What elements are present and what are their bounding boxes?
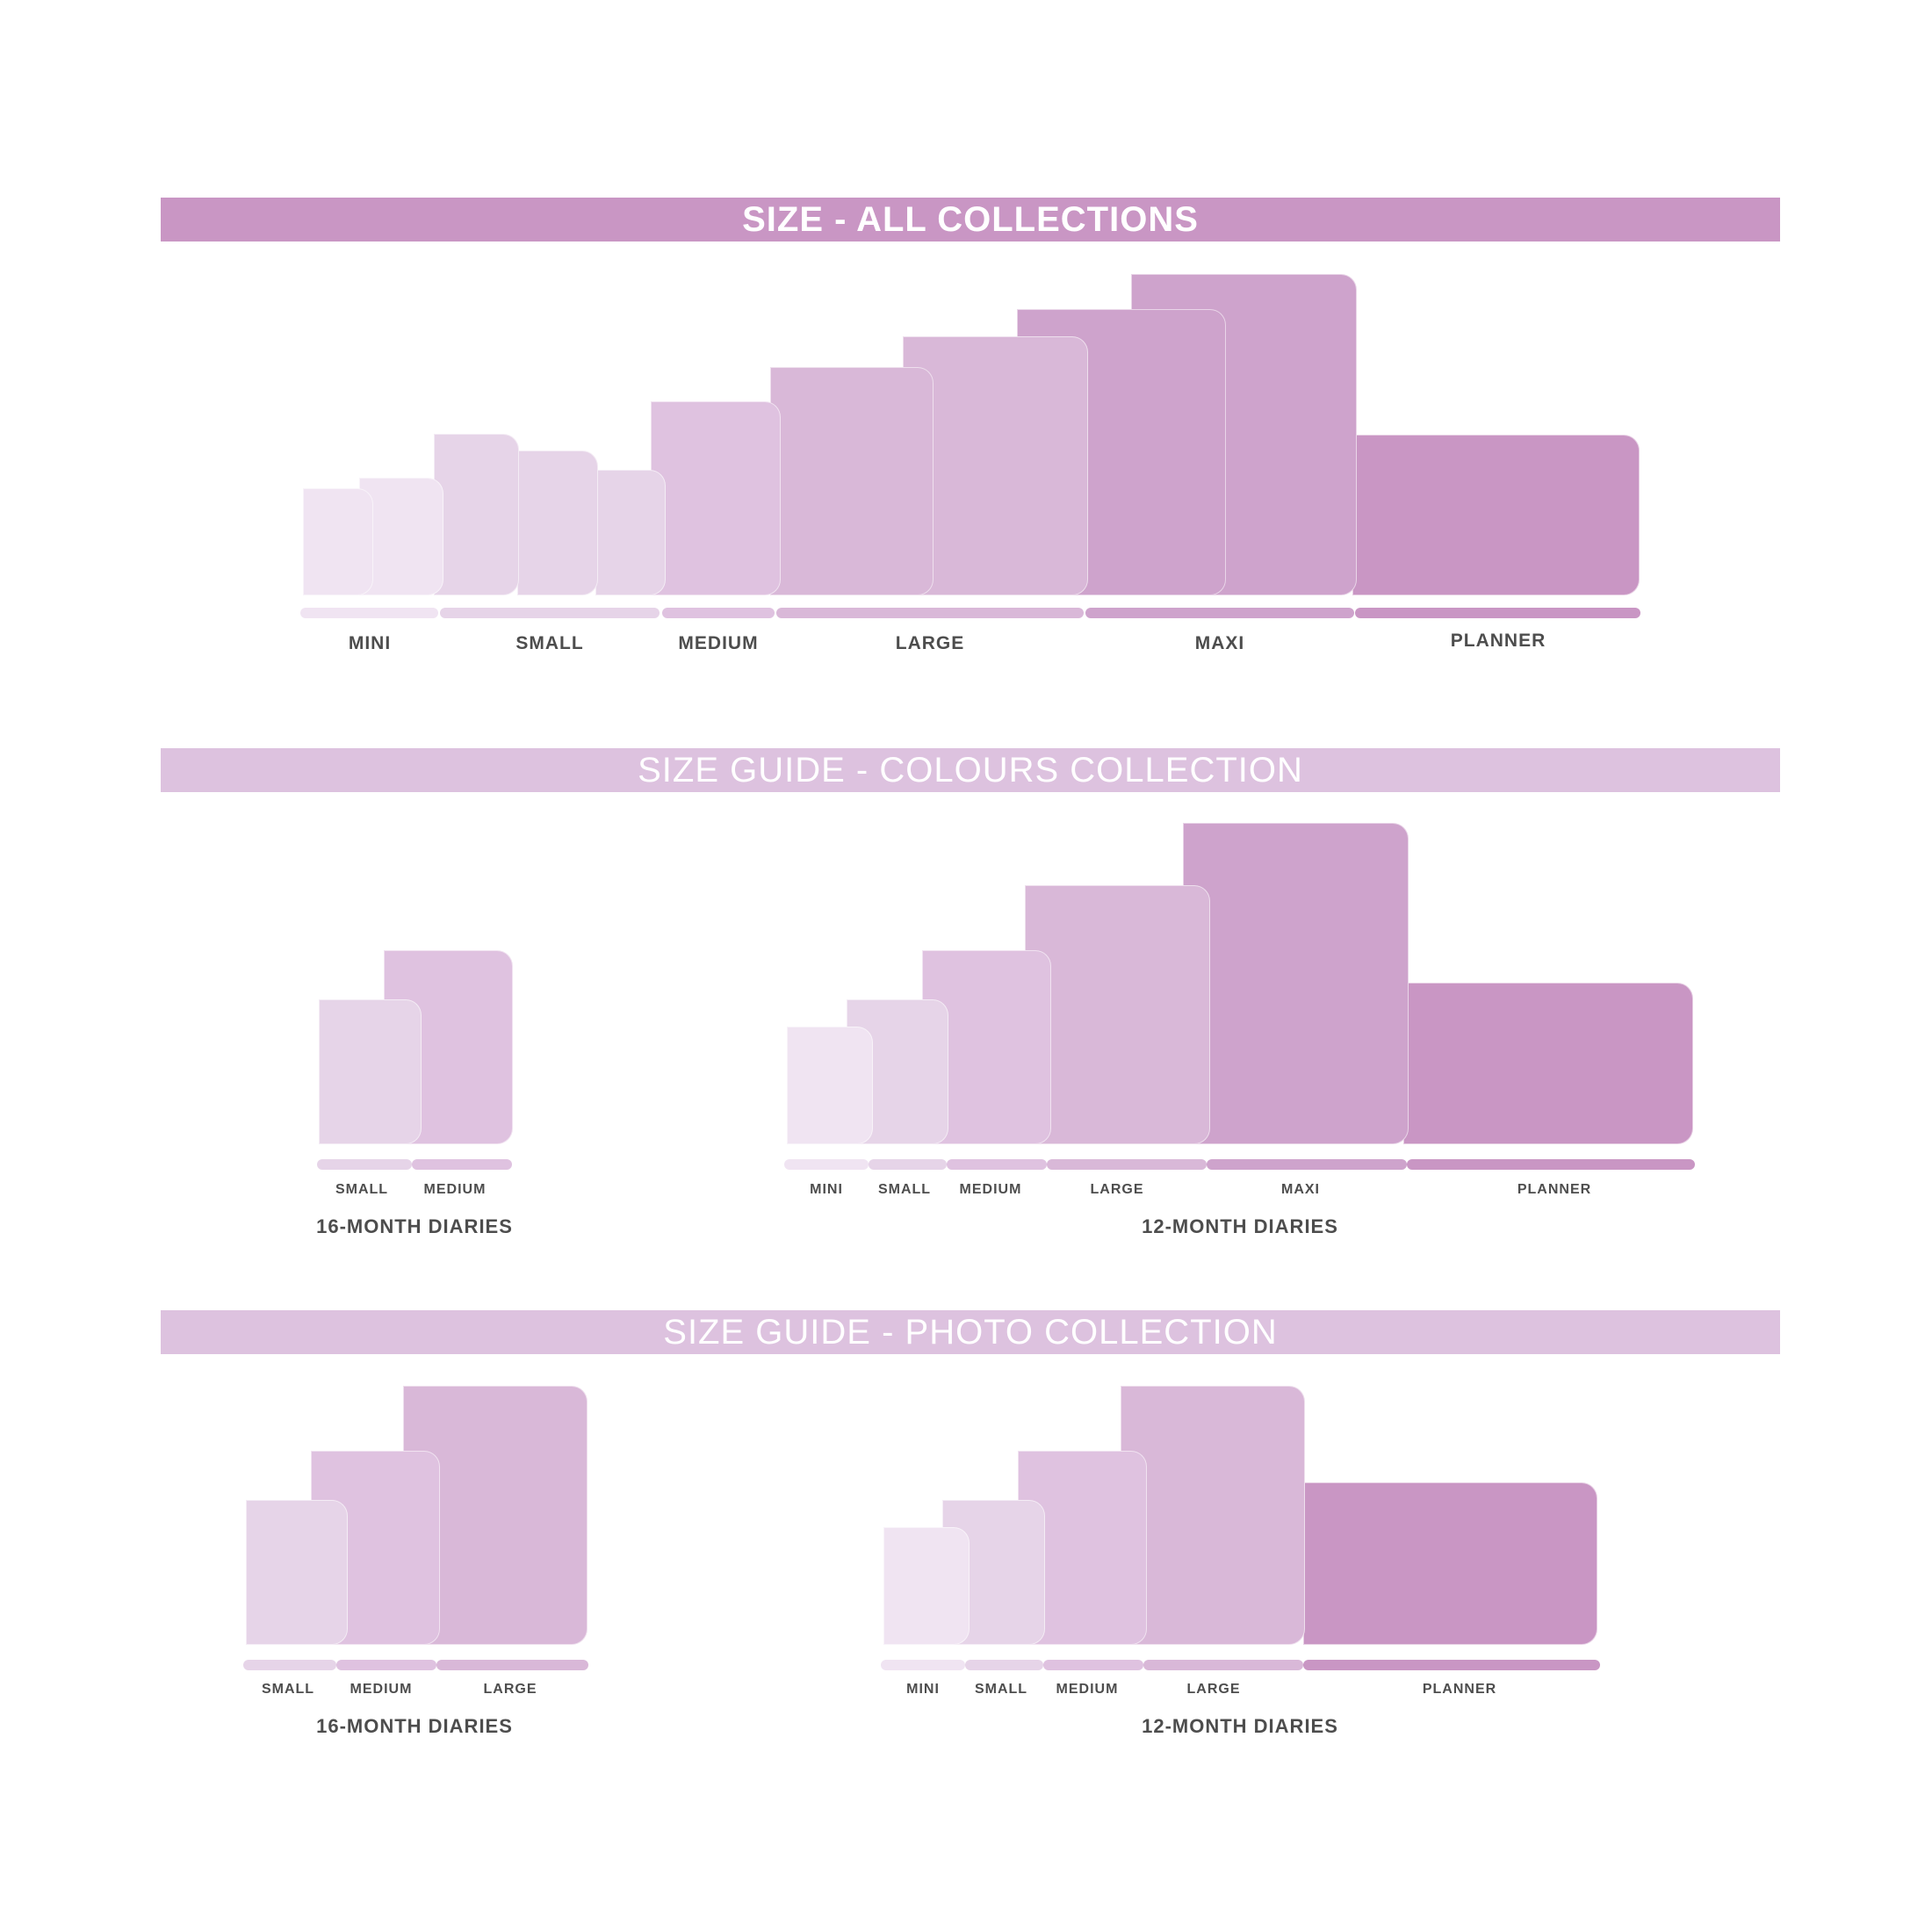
photo-16-label-large: LARGE [483, 1682, 537, 1697]
colours-12-bar-medium [947, 1159, 1047, 1170]
colours-16-card-small [319, 999, 422, 1144]
photo-16-label-medium: MEDIUM [350, 1682, 413, 1697]
photo-12-bar-mini [881, 1660, 965, 1670]
section-photo-title: SIZE GUIDE - PHOTO COLLECTION [663, 1312, 1278, 1352]
colours-12-label-large: LARGE [1090, 1182, 1144, 1197]
colours-12-label-small: SMALL [877, 1182, 932, 1197]
section-colours-title: SIZE GUIDE - COLOURS COLLECTION [638, 750, 1303, 789]
colours-12-bar-small [869, 1159, 947, 1170]
colours-12-bar-planner [1407, 1159, 1695, 1170]
photo-16-bar-small [243, 1660, 336, 1670]
photo-12-bar-large [1143, 1660, 1303, 1670]
card-small-3 [595, 470, 666, 595]
photo-16-card-small [246, 1500, 348, 1645]
photo-16-bar-large [436, 1660, 588, 1670]
colours-12-label-mini: MINI [810, 1182, 843, 1197]
label-small: SMALL [515, 633, 584, 653]
section-colours-banner: SIZE GUIDE - COLOURS COLLECTION [161, 748, 1780, 792]
bar-mini [300, 608, 438, 618]
colours-12-label-planner: PLANNER [1517, 1182, 1592, 1197]
card-mini-1 [303, 488, 373, 595]
photo-12-bar-medium [1043, 1660, 1143, 1670]
label-mini: MINI [348, 633, 392, 653]
section-all-banner: SIZE - ALL COLLECTIONS [161, 198, 1780, 242]
photo-12-card-mini [883, 1527, 970, 1645]
colours-16-caption: 16-MONTH DIARIES [316, 1215, 513, 1237]
bar-small [440, 608, 660, 618]
photo-12-card-large [1121, 1386, 1305, 1645]
card-small-2 [517, 451, 598, 595]
photo-12-bar-small [965, 1660, 1043, 1670]
card-medium [651, 401, 781, 595]
label-large: LARGE [895, 633, 965, 653]
card-small-1 [434, 434, 519, 595]
colours-12-label-maxi: MAXI [1281, 1182, 1320, 1197]
card-large-2 [903, 336, 1088, 595]
photo-12-label-large: LARGE [1186, 1682, 1241, 1697]
colours-12-bar-large [1047, 1159, 1207, 1170]
bar-large [776, 608, 1084, 618]
photo-12-label-planner: PLANNER [1422, 1682, 1497, 1697]
colours-12-card-planner [1403, 983, 1693, 1144]
colours-16-bar-medium [412, 1159, 512, 1170]
photo-16-bar-medium [336, 1660, 436, 1670]
photo-16-label-small: SMALL [261, 1682, 315, 1697]
card-large-1 [770, 367, 934, 595]
colours-12-caption: 12-MONTH DIARIES [1142, 1215, 1338, 1237]
bar-medium [662, 608, 775, 618]
bar-maxi [1085, 608, 1354, 618]
photo-12-label-small: SMALL [974, 1682, 1028, 1697]
photo-12-caption: 12-MONTH DIARIES [1142, 1715, 1338, 1737]
label-planner: PLANNER [1450, 631, 1546, 651]
colours-12-card-mini [787, 1027, 873, 1144]
colours-12-bar-mini [784, 1159, 869, 1170]
section-all-title: SIZE - ALL COLLECTIONS [742, 199, 1199, 239]
label-maxi: MAXI [1194, 633, 1245, 653]
label-medium: MEDIUM [678, 633, 759, 653]
colours-12-card-large [1025, 885, 1210, 1144]
colours-12-bar-maxi [1207, 1159, 1407, 1170]
colours-16-bar-small [317, 1159, 412, 1170]
card-planner [1352, 435, 1640, 595]
photo-12-bar-planner [1303, 1660, 1600, 1670]
colours-12-card-maxi [1183, 823, 1409, 1144]
photo-12-label-medium: MEDIUM [1056, 1682, 1119, 1697]
bar-planner [1355, 608, 1640, 618]
photo-12-label-mini: MINI [906, 1682, 940, 1697]
section-photo-banner: SIZE GUIDE - PHOTO COLLECTION [161, 1310, 1780, 1354]
photo-16-caption: 16-MONTH DIARIES [316, 1715, 513, 1737]
colours-16-label-small: SMALL [335, 1182, 389, 1197]
colours-12-label-medium: MEDIUM [959, 1182, 1022, 1197]
colours-16-label-medium: MEDIUM [423, 1182, 487, 1197]
photo-12-card-planner [1303, 1482, 1597, 1645]
card-mini-2 [359, 478, 443, 595]
